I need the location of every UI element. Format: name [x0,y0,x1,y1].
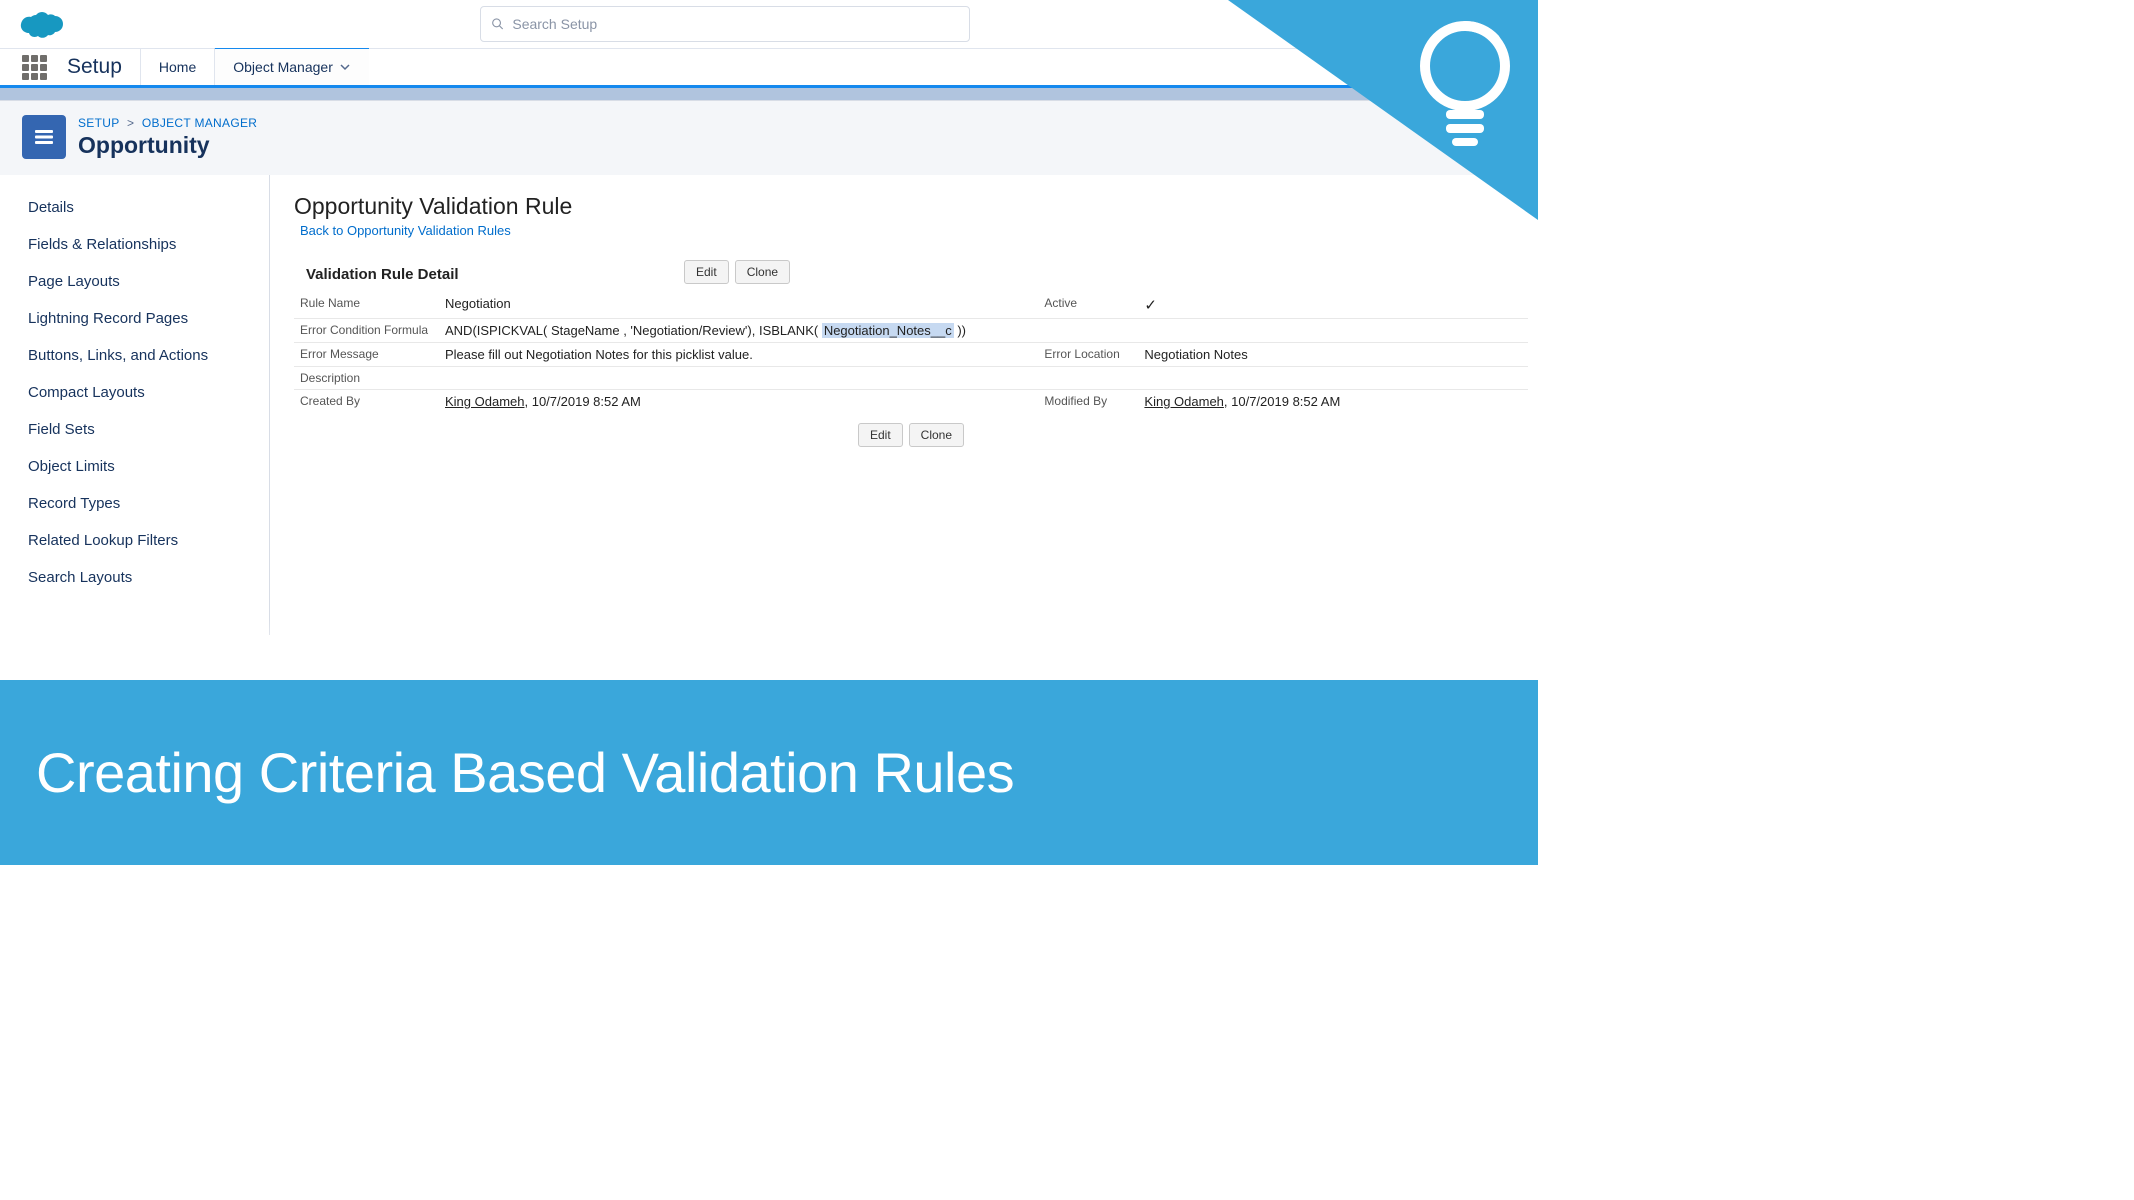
global-header [0,0,1538,48]
object-title: Opportunity [78,132,257,159]
sidebar-item-related-lookup-filters[interactable]: Related Lookup Filters [0,522,269,559]
video-banner: Creating Criteria Based Validation Rules [0,680,1538,865]
sidebar-item-buttons-links[interactable]: Buttons, Links, and Actions [0,337,269,374]
clone-button[interactable]: Clone [909,423,964,447]
created-by-date: , 10/7/2019 8:52 AM [525,394,641,409]
value-active: ✓ [1138,292,1528,319]
sidebar-item-record-types[interactable]: Record Types [0,485,269,522]
app-launcher-icon[interactable] [22,49,59,85]
label-formula: Error Condition Formula [294,319,439,343]
content: Opportunity Validation Rule Back to Oppo… [270,175,1538,635]
formula-suffix: )) [954,323,966,338]
label-rule-name: Rule Name [294,292,439,319]
sidebar-item-lightning-pages[interactable]: Lightning Record Pages [0,300,269,337]
sidebar-item-page-layouts[interactable]: Page Layouts [0,263,269,300]
label-description: Description [294,367,439,390]
value-created-by: King Odameh, 10/7/2019 8:52 AM [439,390,1038,414]
formula-highlight: Negotiation_Notes__c [822,323,954,338]
object-header: SETUP > OBJECT MANAGER Opportunity [0,101,1538,175]
app-name: Setup [59,49,140,85]
search-icon [491,17,504,31]
page-shell: SETUP > OBJECT MANAGER Opportunity Detai… [0,88,1538,635]
modified-by-date: , 10/7/2019 8:52 AM [1224,394,1340,409]
banner-title: Creating Criteria Based Validation Rules [36,740,1014,805]
value-modified-by: King Odameh, 10/7/2019 8:52 AM [1138,390,1528,414]
page-title: Opportunity Validation Rule [294,193,1528,220]
button-row-bottom: Edit Clone [294,423,1528,447]
sidebar-item-field-sets[interactable]: Field Sets [0,411,269,448]
formula-prefix: AND(ISPICKVAL( StageName , 'Negotiation/… [445,323,822,338]
chevron-down-icon [339,61,351,73]
search-input[interactable] [512,16,959,32]
clone-button[interactable]: Clone [735,260,790,284]
value-formula: AND(ISPICKVAL( StageName , 'Negotiation/… [439,319,1528,343]
sidebar-item-compact-layouts[interactable]: Compact Layouts [0,374,269,411]
breadcrumb: SETUP > OBJECT MANAGER [78,116,257,130]
salesforce-logo [18,7,66,41]
modified-by-name[interactable]: King Odameh [1144,394,1224,409]
breadcrumb-part[interactable]: SETUP [78,116,119,130]
sidebar-item-search-layouts[interactable]: Search Layouts [0,559,269,596]
object-icon [22,115,66,159]
nav-bar: Setup Home Object Manager [0,48,1538,88]
edit-button[interactable]: Edit [858,423,903,447]
sidebar-item-details[interactable]: Details [0,189,269,226]
sidebar-item-object-limits[interactable]: Object Limits [0,448,269,485]
body: Details Fields & Relationships Page Layo… [0,175,1538,635]
sidebar-item-fields[interactable]: Fields & Relationships [0,226,269,263]
label-modified-by: Modified By [1038,390,1138,414]
breadcrumb-part[interactable]: OBJECT MANAGER [142,116,257,130]
detail-table: Rule Name Negotiation Active ✓ Error Con… [294,292,1528,413]
value-rule-name: Negotiation [439,292,1038,319]
back-link[interactable]: Back to Opportunity Validation Rules [300,223,511,238]
global-search[interactable] [480,6,970,42]
value-error-location: Negotiation Notes [1138,343,1528,367]
value-description [439,367,1528,390]
created-by-name[interactable]: King Odameh [445,394,525,409]
button-row-top: Edit Clone [684,260,790,284]
sidebar: Details Fields & Relationships Page Layo… [0,175,270,635]
nav-item-label: Home [159,59,196,75]
nav-item-home[interactable]: Home [140,49,214,85]
section-title: Validation Rule Detail [294,260,684,289]
label-error-message: Error Message [294,343,439,367]
nav-item-object-manager[interactable]: Object Manager [214,46,369,85]
label-created-by: Created By [294,390,439,414]
nav-item-label: Object Manager [233,59,333,75]
edit-button[interactable]: Edit [684,260,729,284]
value-error-message: Please fill out Negotiation Notes for th… [439,343,1038,367]
label-active: Active [1038,292,1138,319]
label-error-location: Error Location [1038,343,1138,367]
